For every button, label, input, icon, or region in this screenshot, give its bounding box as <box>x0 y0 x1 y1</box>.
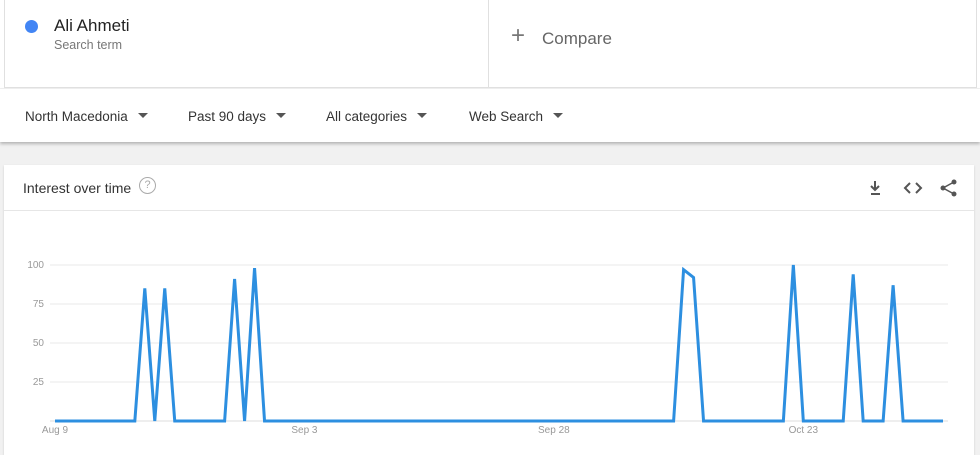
filter[interactable]: North Macedonia <box>25 109 148 124</box>
y-tick-label: 25 <box>33 377 45 388</box>
x-tick-label: Sep 28 <box>538 425 570 436</box>
x-tick-label: Oct 23 <box>789 425 819 436</box>
x-tick-label: Sep 3 <box>291 425 318 436</box>
card-title: Interest over time <box>23 180 132 196</box>
card-icons <box>870 179 957 197</box>
filter[interactable]: Past 90 days <box>188 109 286 124</box>
x-tick-label: Aug 9 <box>42 425 69 436</box>
y-tick-label: 100 <box>27 260 44 271</box>
term-sub: Search term <box>54 38 123 52</box>
y-tick-label: 75 <box>33 299 45 310</box>
term-dot <box>25 20 38 33</box>
embed-icon[interactable] <box>903 182 923 194</box>
share-icon[interactable] <box>940 179 957 197</box>
y-tick-label: 50 <box>33 338 45 349</box>
divider <box>4 210 974 211</box>
filter[interactable]: All categories <box>326 109 427 124</box>
filter[interactable]: Web Search <box>469 109 563 124</box>
compare: Compare <box>542 29 612 48</box>
data-line <box>55 264 943 423</box>
header: Ali Ahmeti Search term + Compare <box>0 0 980 88</box>
filter-bar: North Macedonia Past 90 days All categor… <box>0 89 980 142</box>
plus-icon: + <box>511 22 526 49</box>
compare-box[interactable]: + Compare <box>488 0 977 88</box>
download-icon[interactable] <box>870 181 880 195</box>
term: Ali Ahmeti <box>54 16 130 35</box>
help-icon[interactable]: ? <box>139 177 156 194</box>
